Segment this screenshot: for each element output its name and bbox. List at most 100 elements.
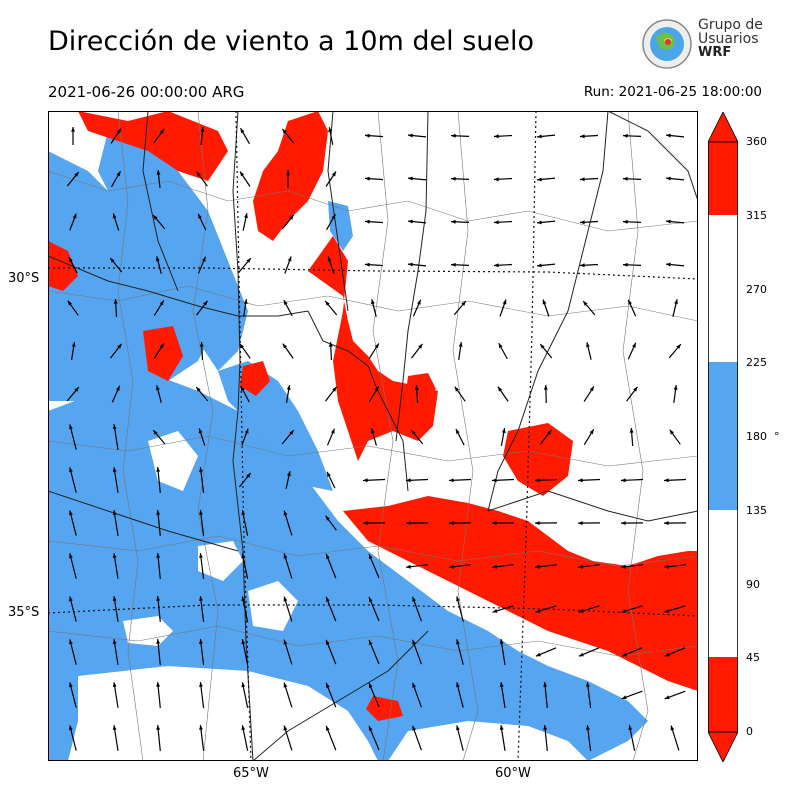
colorbar-tick-135: 135 bbox=[746, 504, 767, 517]
red-wind-region bbox=[143, 326, 183, 381]
logo-line-1: Grupo de bbox=[698, 17, 763, 33]
colorbar-tick-270: 270 bbox=[746, 283, 767, 296]
wind-arrow-head bbox=[241, 596, 246, 602]
wind-arrow-head bbox=[664, 695, 670, 699]
wind-arrow-head bbox=[580, 263, 585, 268]
wind-arrow-head bbox=[69, 682, 73, 688]
wind-arrow-head bbox=[116, 385, 120, 391]
wind-arrow-head bbox=[241, 725, 246, 731]
wind-arrow-head bbox=[156, 170, 161, 175]
wind-arrow-head bbox=[580, 177, 585, 182]
wind-arrow-head bbox=[494, 177, 499, 182]
white-gap bbox=[198, 541, 243, 581]
wind-arrow-head bbox=[159, 343, 164, 349]
wind-arrow-head bbox=[449, 521, 454, 525]
wind-arrow-head bbox=[543, 385, 548, 390]
wind-arrow-head bbox=[246, 473, 251, 478]
wind-arrow-head bbox=[332, 386, 337, 392]
wind-arrow-head bbox=[535, 652, 541, 657]
wind-arrow-head bbox=[328, 127, 333, 133]
wind-arrow-head bbox=[537, 220, 542, 225]
wind-arrow-head bbox=[664, 521, 669, 525]
red-wind-region bbox=[503, 423, 573, 496]
colorbar-bin-315-360 bbox=[708, 142, 738, 215]
wind-arrow-head bbox=[241, 510, 246, 516]
wind-arrow-head bbox=[199, 553, 203, 558]
wind-arrow-head bbox=[666, 176, 671, 181]
wind-arrow-head bbox=[623, 262, 628, 267]
wind-arrow-head bbox=[406, 478, 411, 483]
wind-arrow-head bbox=[537, 177, 542, 182]
wind-arrow-head bbox=[586, 682, 590, 687]
wind-arrow-head bbox=[408, 176, 413, 181]
red-wind-region bbox=[308, 236, 438, 461]
wind-arrow-head bbox=[326, 596, 330, 602]
wind-arrow-head bbox=[113, 299, 118, 304]
wind-arrow-head bbox=[363, 478, 368, 483]
wind-arrow-head bbox=[112, 213, 117, 219]
wind-arrow-head bbox=[633, 386, 638, 392]
wind-arrow-head bbox=[543, 725, 548, 730]
blue-wind-patch bbox=[98, 131, 248, 371]
wind-arrow-head bbox=[628, 725, 633, 731]
wind-arrow-head bbox=[537, 134, 542, 139]
wind-arrow-head bbox=[502, 299, 507, 305]
wind-arrow-head bbox=[451, 262, 456, 267]
wind-arrow-head bbox=[71, 127, 75, 132]
wind-arrow-head bbox=[327, 256, 332, 262]
wind-arrow-head bbox=[241, 639, 246, 645]
wind-arrow-head bbox=[632, 342, 636, 348]
wind-arrow-head bbox=[283, 639, 288, 645]
wind-arrow-head bbox=[69, 596, 73, 602]
wind-arrow-head bbox=[456, 682, 460, 688]
wind-arrow-head bbox=[365, 176, 370, 181]
wind-arrow-head bbox=[67, 300, 72, 306]
wind-arrow-head bbox=[363, 521, 368, 525]
map-canvas bbox=[48, 111, 698, 761]
wind-arrow-head bbox=[200, 127, 205, 132]
wind-arrow-head bbox=[198, 428, 203, 434]
wind-arrow-head bbox=[666, 133, 671, 138]
wind-arrow-head bbox=[454, 386, 459, 392]
wind-arrow-head bbox=[666, 219, 671, 224]
wind-arrow-head bbox=[196, 171, 201, 177]
wind-arrow-head bbox=[412, 639, 416, 645]
colorbar bbox=[707, 111, 739, 763]
wind-arrow-head bbox=[244, 428, 249, 434]
wind-arrow-head bbox=[670, 725, 675, 731]
wind-arrow-head bbox=[156, 639, 161, 644]
wind-arrow-head bbox=[666, 262, 671, 267]
colorbar-tick-225: 225 bbox=[746, 356, 767, 369]
wind-arrow-head bbox=[112, 639, 117, 644]
wind-arrow-head bbox=[241, 553, 246, 559]
colorbar-tick-45: 45 bbox=[746, 651, 760, 664]
white-gap bbox=[68, 666, 378, 761]
wind-arrow-head bbox=[240, 386, 245, 391]
wind-arrow-head bbox=[239, 343, 245, 349]
wind-arrow-head bbox=[492, 478, 497, 483]
wind-arrow-head bbox=[501, 428, 506, 433]
blue-wind-region bbox=[48, 376, 648, 761]
wind-arrow-head bbox=[374, 343, 379, 349]
red-wind-region bbox=[48, 241, 78, 291]
wind-arrow-head bbox=[623, 133, 628, 138]
colorbar-bin-0-45 bbox=[708, 657, 738, 732]
wind-arrow-head bbox=[449, 478, 454, 483]
wind-arrow-head bbox=[455, 429, 460, 434]
white-gap bbox=[248, 581, 298, 631]
wind-arrow-head bbox=[69, 467, 73, 473]
wind-arrow-head bbox=[408, 219, 413, 224]
wind-arrow-head bbox=[326, 682, 330, 688]
wind-arrow-head bbox=[112, 424, 117, 429]
wind-arrow-head bbox=[282, 343, 288, 349]
red-wind-region bbox=[366, 696, 403, 721]
wind-arrow-head bbox=[498, 343, 503, 349]
wind-arrow-head bbox=[369, 726, 373, 731]
logo-text: Grupo de Usuarios WRF bbox=[698, 18, 763, 60]
wind-arrow-head bbox=[160, 128, 165, 134]
wind-arrow-head bbox=[326, 725, 330, 731]
wind-arrow-head bbox=[621, 478, 626, 483]
red-wind-region bbox=[343, 496, 698, 691]
wind-arrow-head bbox=[283, 725, 288, 731]
wind-arrow-head bbox=[628, 299, 632, 305]
